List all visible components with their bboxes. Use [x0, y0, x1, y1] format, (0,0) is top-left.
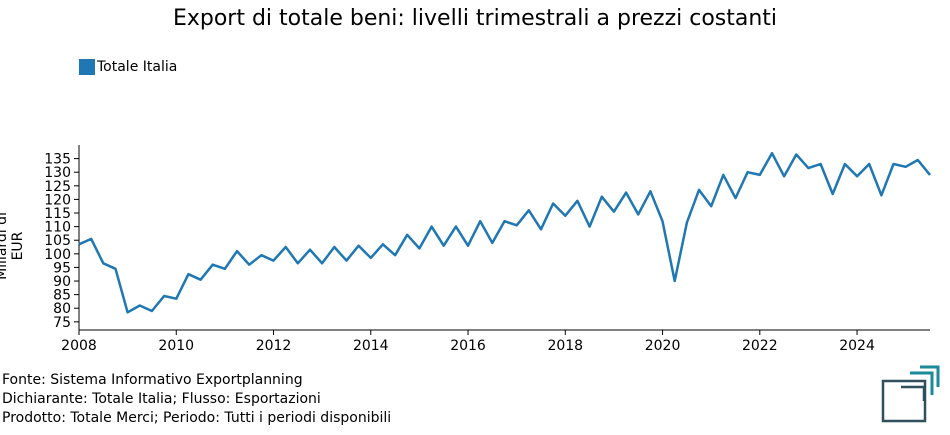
y-tick-label: 120: [44, 192, 71, 208]
x-tick-label: 2018: [547, 338, 583, 354]
logo-inner: [901, 385, 926, 401]
x-tick-label: 2008: [61, 338, 97, 354]
series-group: [78, 151, 931, 314]
x-tick-label: 2012: [256, 338, 292, 354]
y-tick-label: 90: [53, 274, 71, 290]
y-tick-label: 115: [44, 206, 71, 222]
y-tick-label: 135: [44, 152, 71, 168]
product-note: Prodotto: Totale Merci; Periodo: Tutti i…: [2, 410, 392, 426]
x-tick-label: 2022: [742, 338, 778, 354]
declarant-note: Dichiarante: Totale Italia; Flusso: Espo…: [2, 391, 321, 407]
y-tick-label: 95: [53, 260, 71, 276]
y-tick-label: 75: [53, 315, 71, 331]
y-tick-label: 85: [53, 288, 71, 304]
footer-notes: Fonte: Sistema Informativo Exportplannin…: [2, 371, 391, 428]
y-tick-label: 80: [53, 301, 71, 317]
y-tick-label: 100: [44, 247, 71, 263]
legend: Totale Italia: [79, 59, 177, 75]
logo-arrow-2: [920, 365, 940, 387]
y-tick-label: 105: [44, 233, 71, 249]
x-tick-label: 2016: [450, 338, 486, 354]
x-tick-label: 2020: [645, 338, 681, 354]
legend-swatch: [79, 59, 95, 75]
y-tick-label: 125: [44, 179, 71, 195]
series-line-totale-italia: [78, 151, 931, 314]
chart-title: Export di totale beni: livelli trimestra…: [172, 6, 778, 31]
y-tick-label: 110: [44, 220, 71, 236]
exportplanning-logo-icon: [881, 365, 940, 423]
x-tick-label: 2014: [353, 338, 389, 354]
x-tick-label: 2024: [839, 338, 875, 354]
legend-label: Totale Italia: [97, 59, 178, 75]
x-tick-label: 2010: [158, 338, 194, 354]
y-tick-label: 130: [44, 165, 71, 181]
source-note: Fonte: Sistema Informativo Exportplannin…: [2, 372, 303, 388]
logo-arrow-1: [910, 371, 934, 395]
